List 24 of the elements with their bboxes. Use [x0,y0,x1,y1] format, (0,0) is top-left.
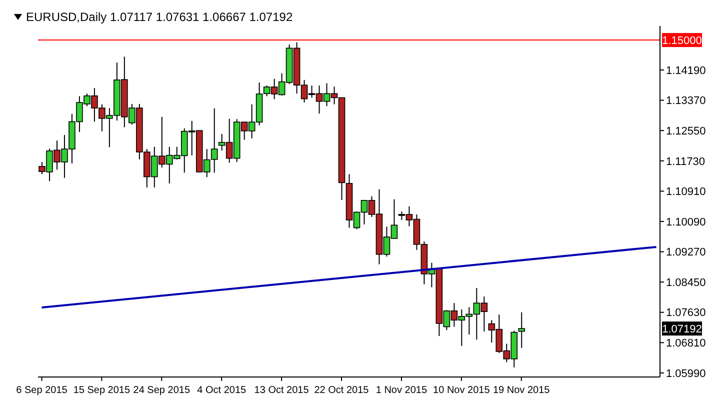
x-tick-label: 19 Nov 2015 [493,385,550,396]
annotation: 1.07192 [662,324,702,336]
x-tick-label: 13 Oct 2015 [254,385,310,396]
y-tick-label: 1.13370 [666,95,706,108]
x-tick-label: 6 Sep 2015 [16,385,68,396]
y-tick-label: 1.08450 [666,276,706,289]
y-tick-label: 1.10910 [666,186,706,198]
y-tick-label: 1.07630 [666,307,706,320]
y-tick-label: 1.14190 [666,64,706,77]
candlestick [518,312,526,348]
x-tick-label: 24 Sep 2015 [133,385,190,396]
chart-title: EURUSD,Daily 1.07117 1.07631 1.06667 1.07192 [26,10,293,24]
y-tick-label: 1.10090 [666,216,706,228]
x-tick-label: 15 Sep 2015 [73,385,130,396]
y-tick-label: 1.11730 [666,156,705,168]
x-tick-label: 22 Oct 2015 [314,385,370,396]
y-tick-label: 1.12550 [666,125,706,138]
x-tick-label: 4 Oct 2015 [197,385,246,396]
y-tick-label: 1.05990 [666,368,706,380]
y-tick-label: 1.06810 [666,338,706,350]
x-tick-label: 10 Nov 2015 [433,385,490,396]
x-tick-label: 1 Nov 2015 [376,385,428,396]
ref-line-label: 1.15000 [662,35,702,48]
y-tick-label: 1.09270 [666,246,706,259]
